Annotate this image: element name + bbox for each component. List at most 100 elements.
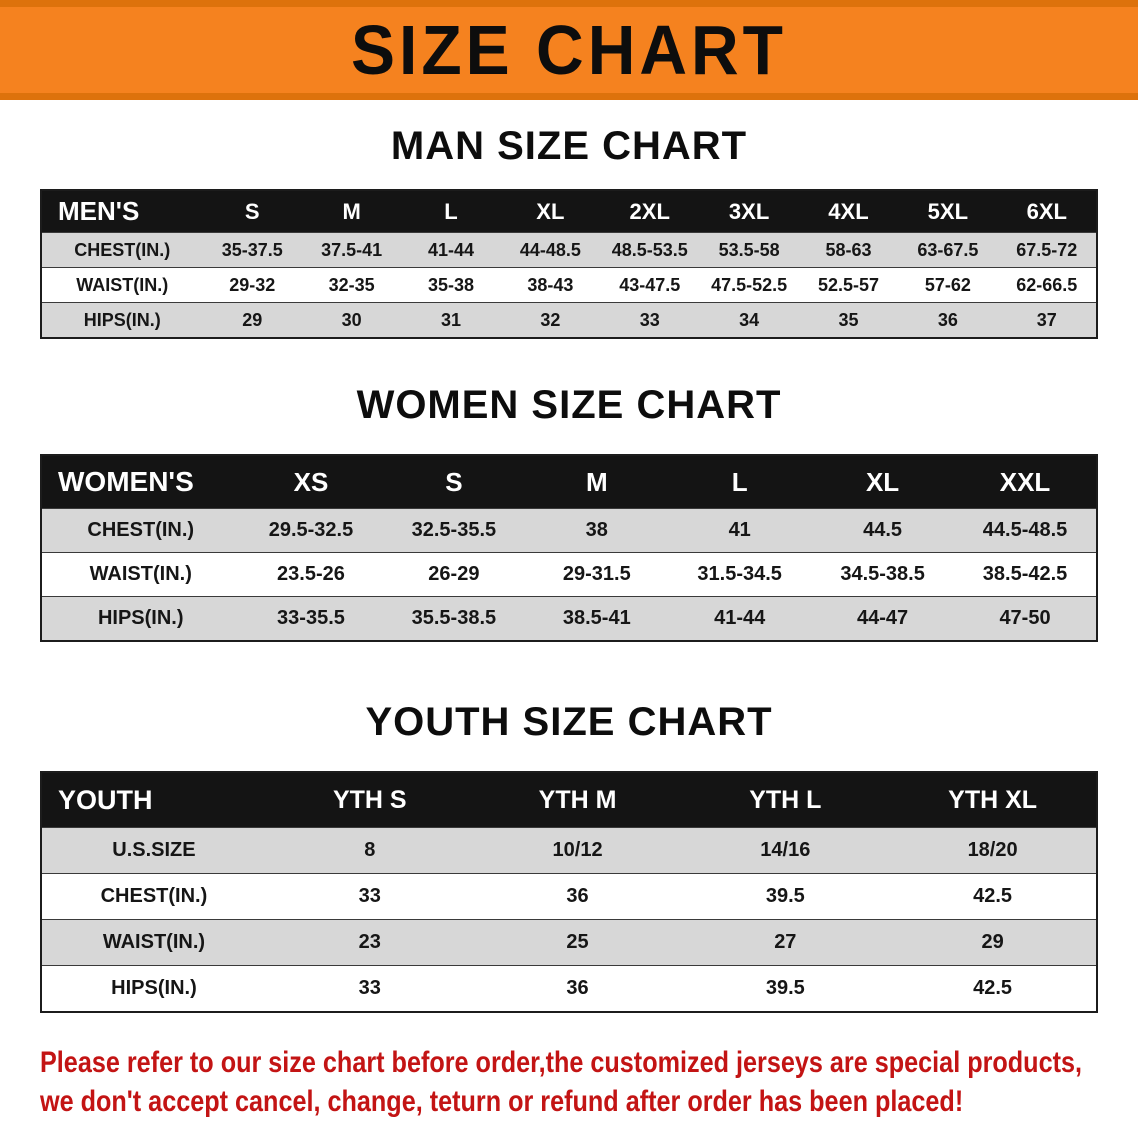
table-row: CHEST(IN.) 35-37.5 37.5-41 41-44 44-48.5 48.5… xyxy=(41,232,1097,268)
table-row: CHEST(IN.) 29.5-32.5 32.5-35.5 38 41 44.5 44.5… xyxy=(41,508,1097,553)
size-column-header: S xyxy=(244,198,260,224)
data-cell: 31 xyxy=(401,302,501,338)
data-cell: 37.5-41 xyxy=(301,232,402,268)
size-column-header: YTH M xyxy=(538,785,617,814)
size-column-header: S xyxy=(445,466,463,497)
data-cell: 29.5-32.5 xyxy=(239,508,383,553)
data-cell: 35-38 xyxy=(401,267,501,303)
size-column-header: L xyxy=(444,198,458,224)
data-cell: 25 xyxy=(473,919,682,966)
table-row: WAIST(IN.) 29-32 32-35 35-38 38-43 43-47.5 47.… xyxy=(41,267,1097,303)
data-cell: 33-35.5 xyxy=(239,596,383,641)
size-column-header: L xyxy=(731,466,748,497)
banner-title: SIZE CHART xyxy=(351,11,787,89)
size-column-header: M xyxy=(342,198,361,224)
data-cell: 29 xyxy=(889,919,1097,966)
size-column-header: XXL xyxy=(999,466,1051,497)
row-label: WAIST(IN.) xyxy=(41,919,266,966)
data-cell: 38.5-42.5 xyxy=(954,552,1097,597)
table-row: WAIST(IN.) 23 25 27 29 xyxy=(41,919,1097,966)
women-size-table: WOMEN'S XS S M L XL XXL CHEST(IN.) 29.5-32.5 32.… xyxy=(40,454,1098,642)
women-header-row: WOMEN'S XS S M L XL XXL xyxy=(41,455,1097,509)
data-cell: 47-50 xyxy=(954,596,1097,641)
data-cell: 39.5 xyxy=(681,873,890,920)
data-cell: 47.5-52.5 xyxy=(699,267,799,303)
data-cell: 8 xyxy=(265,827,474,874)
data-cell: 33 xyxy=(265,873,474,920)
data-cell: 44.5 xyxy=(811,508,955,553)
data-cell: 29 xyxy=(202,302,302,338)
data-cell: 29-31.5 xyxy=(525,552,669,597)
data-cell: 10/12 xyxy=(473,827,682,874)
data-cell: 42.5 xyxy=(889,873,1097,920)
data-cell: 43-47.5 xyxy=(600,267,700,303)
size-column-header: 6XL xyxy=(1026,198,1067,224)
data-cell: 41 xyxy=(668,508,812,553)
row-label: CHEST(IN.) xyxy=(41,873,266,920)
men-header-row: MEN'S S M L XL 2XL 3XL 4XL 5XL 6XL xyxy=(41,190,1097,233)
table-row: WAIST(IN.) 23.5-26 26-29 29-31.5 31.5-34.5 34… xyxy=(41,552,1097,597)
data-cell: 62-66.5 xyxy=(997,267,1097,303)
data-cell: 29-32 xyxy=(202,267,302,303)
data-cell: 36 xyxy=(898,302,998,338)
table-corner-label: YOUTH xyxy=(58,784,153,815)
disclaimer-line-2: we don't accept cancel, change, teturn o… xyxy=(40,1085,964,1118)
data-cell: 58-63 xyxy=(798,232,899,268)
data-cell: 53.5-58 xyxy=(699,232,799,268)
table-row: HIPS(IN.) 33-35.5 35.5-38.5 38.5-41 41-44 44-… xyxy=(41,596,1097,641)
row-label: HIPS(IN.) xyxy=(41,965,266,1012)
table-row: HIPS(IN.) 29 30 31 32 33 34 35 36 37 xyxy=(41,302,1097,338)
data-cell: 38.5-41 xyxy=(525,596,669,641)
banner: SIZE CHART xyxy=(0,0,1138,100)
table-corner-label: MEN'S xyxy=(58,196,140,226)
table-row: CHEST(IN.) 33 36 39.5 42.5 xyxy=(41,873,1097,920)
size-column-header: YTH L xyxy=(749,785,822,814)
data-cell: 34.5-38.5 xyxy=(811,552,955,597)
data-cell: 34 xyxy=(699,302,799,338)
data-cell: 39.5 xyxy=(681,965,890,1012)
data-cell: 27 xyxy=(681,919,890,966)
data-cell: 42.5 xyxy=(889,965,1097,1012)
data-cell: 32.5-35.5 xyxy=(382,508,526,553)
data-cell: 37 xyxy=(997,302,1097,338)
row-label: CHEST(IN.) xyxy=(41,508,240,553)
data-cell: 44.5-48.5 xyxy=(954,508,1097,553)
data-cell: 57-62 xyxy=(898,267,998,303)
data-cell: 67.5-72 xyxy=(997,232,1097,268)
table-corner-label: WOMEN'S xyxy=(58,466,194,497)
youth-table-body: U.S.SIZE 8 10/12 14/16 18/20 CHEST(IN.) 33 36 39… xyxy=(41,827,1097,1012)
row-label: HIPS(IN.) xyxy=(41,302,203,338)
section-title-women: WOMEN SIZE CHART xyxy=(356,383,782,427)
data-cell: 35 xyxy=(798,302,899,338)
data-cell: 44-47 xyxy=(811,596,955,641)
row-label: U.S.SIZE xyxy=(41,827,266,874)
youth-header-row: YOUTH YTH S YTH M YTH L YTH XL xyxy=(41,772,1097,828)
data-cell: 33 xyxy=(600,302,700,338)
row-label: CHEST(IN.) xyxy=(41,232,203,268)
men-size-table: MEN'S S M L XL 2XL 3XL 4XL 5XL 6XL CHEST(IN.) 35-3… xyxy=(40,189,1098,339)
data-cell: 31.5-34.5 xyxy=(668,552,812,597)
row-label: WAIST(IN.) xyxy=(41,267,203,303)
data-cell: 52.5-57 xyxy=(798,267,899,303)
table-row: U.S.SIZE 8 10/12 14/16 18/20 xyxy=(41,827,1097,874)
disclaimer-line-1: Please refer to our size chart before or… xyxy=(40,1046,1083,1079)
women-table-body: CHEST(IN.) 29.5-32.5 32.5-35.5 38 41 44.5 44.5… xyxy=(41,508,1097,641)
data-cell: 18/20 xyxy=(889,827,1097,874)
data-cell: 63-67.5 xyxy=(898,232,998,268)
data-cell: 35.5-38.5 xyxy=(382,596,526,641)
data-cell: 36 xyxy=(473,873,682,920)
size-column-header: XL xyxy=(536,198,565,224)
data-cell: 44-48.5 xyxy=(500,232,601,268)
data-cell: 35-37.5 xyxy=(202,232,302,268)
size-column-header: 2XL xyxy=(629,198,670,224)
section-title-youth: YOUTH SIZE CHART xyxy=(365,700,773,744)
size-column-header: XS xyxy=(293,466,329,497)
size-column-header: 3XL xyxy=(728,198,770,224)
data-cell: 41-44 xyxy=(668,596,812,641)
data-cell: 30 xyxy=(301,302,402,338)
data-cell: 48.5-53.5 xyxy=(600,232,700,268)
data-cell: 26-29 xyxy=(382,552,526,597)
size-column-header: YTH XL xyxy=(948,785,1038,814)
data-cell: 33 xyxy=(265,965,474,1012)
men-table-body: CHEST(IN.) 35-37.5 37.5-41 41-44 44-48.5 48.5… xyxy=(41,232,1097,338)
